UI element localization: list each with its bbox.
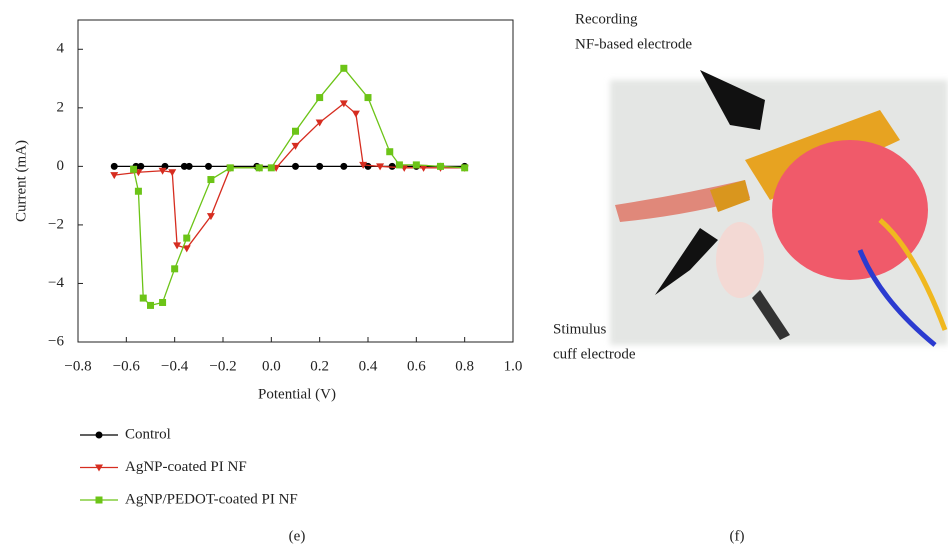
x-tick-label: 0.0 (262, 358, 281, 374)
y-tick-label: −4 (48, 275, 64, 291)
y-axis-label: Current (mA) (13, 140, 29, 222)
data-point (171, 265, 178, 272)
y-tick-label: 4 (57, 41, 65, 57)
data-point (461, 164, 468, 171)
photo-label: Recording (575, 11, 638, 27)
data-point (168, 169, 176, 176)
photo-label: Stimulus (553, 321, 607, 337)
data-point (130, 166, 137, 173)
data-point (268, 164, 275, 171)
y-tick-label: −6 (48, 333, 64, 349)
page: Recording NF-based electrode Stimulus cu… (0, 0, 948, 552)
x-tick-label: −0.4 (161, 358, 189, 374)
x-tick-label: 1.0 (504, 358, 523, 374)
x-tick-label: 0.8 (455, 358, 474, 374)
data-point (147, 302, 154, 309)
legend-marker (96, 497, 103, 504)
data-point (183, 235, 190, 242)
data-point (396, 161, 403, 168)
data-point (316, 94, 323, 101)
x-tick-label: −0.6 (113, 358, 141, 374)
figure: Recording NF-based electrode Stimulus cu… (0, 0, 948, 552)
data-point (186, 163, 193, 170)
data-point (135, 188, 142, 195)
data-point (256, 164, 263, 171)
legend-label: AgNP/PEDOT-coated PI NF (125, 491, 298, 507)
panel-label: (f) (730, 528, 745, 544)
photo-label: NF-based electrode (575, 36, 692, 52)
data-point (413, 161, 420, 168)
x-tick-label: 0.4 (359, 358, 378, 374)
data-point (110, 172, 118, 179)
photo-label: cuff electrode (553, 346, 636, 362)
data-point (316, 163, 323, 170)
series-line (134, 68, 465, 305)
legend-marker (96, 432, 103, 439)
x-tick-label: 0.6 (407, 358, 426, 374)
cuff (716, 222, 764, 298)
data-point (365, 94, 372, 101)
x-tick-label: −0.2 (209, 358, 236, 374)
data-point (386, 148, 393, 155)
series-line (114, 103, 464, 248)
data-point (292, 128, 299, 135)
data-point (352, 111, 360, 118)
data-point (137, 163, 144, 170)
photo: Recording NF-based electrode Stimulus cu… (553, 11, 948, 362)
data-point (340, 163, 347, 170)
legend-label: Control (125, 426, 171, 442)
data-point (227, 164, 234, 171)
data-point (111, 163, 118, 170)
y-tick-label: −2 (48, 216, 64, 232)
data-point (205, 163, 212, 170)
data-point (437, 163, 444, 170)
tissue (772, 140, 928, 280)
x-tick-label: 0.2 (310, 358, 329, 374)
legend-label: AgNP-coated PI NF (125, 459, 247, 475)
panel-label: (e) (289, 528, 306, 544)
y-tick-label: 0 (57, 158, 65, 174)
data-point (159, 299, 166, 306)
x-axis-label: Potential (V) (258, 386, 336, 402)
data-point (207, 176, 214, 183)
data-point (340, 65, 347, 72)
x-tick-label: −0.8 (64, 358, 91, 374)
data-point (292, 163, 299, 170)
data-point (140, 295, 147, 302)
y-tick-label: 2 (57, 99, 65, 115)
